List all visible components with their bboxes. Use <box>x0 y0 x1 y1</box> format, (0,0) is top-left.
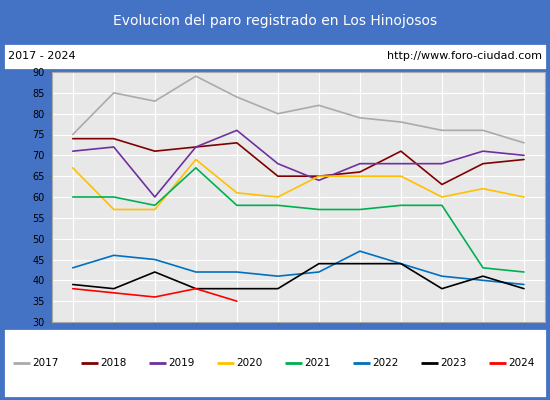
Text: 2017: 2017 <box>32 358 58 368</box>
Text: 2018: 2018 <box>100 358 126 368</box>
Text: Evolucion del paro registrado en Los Hinojosos: Evolucion del paro registrado en Los Hin… <box>113 14 437 28</box>
Text: 2023: 2023 <box>441 358 467 368</box>
Text: http://www.foro-ciudad.com: http://www.foro-ciudad.com <box>387 51 542 61</box>
Text: 2017 - 2024: 2017 - 2024 <box>8 51 76 61</box>
Text: 2024: 2024 <box>508 358 535 368</box>
Text: 2020: 2020 <box>236 358 262 368</box>
Text: 2021: 2021 <box>304 358 331 368</box>
Text: 2022: 2022 <box>372 358 399 368</box>
Text: 2019: 2019 <box>168 358 195 368</box>
